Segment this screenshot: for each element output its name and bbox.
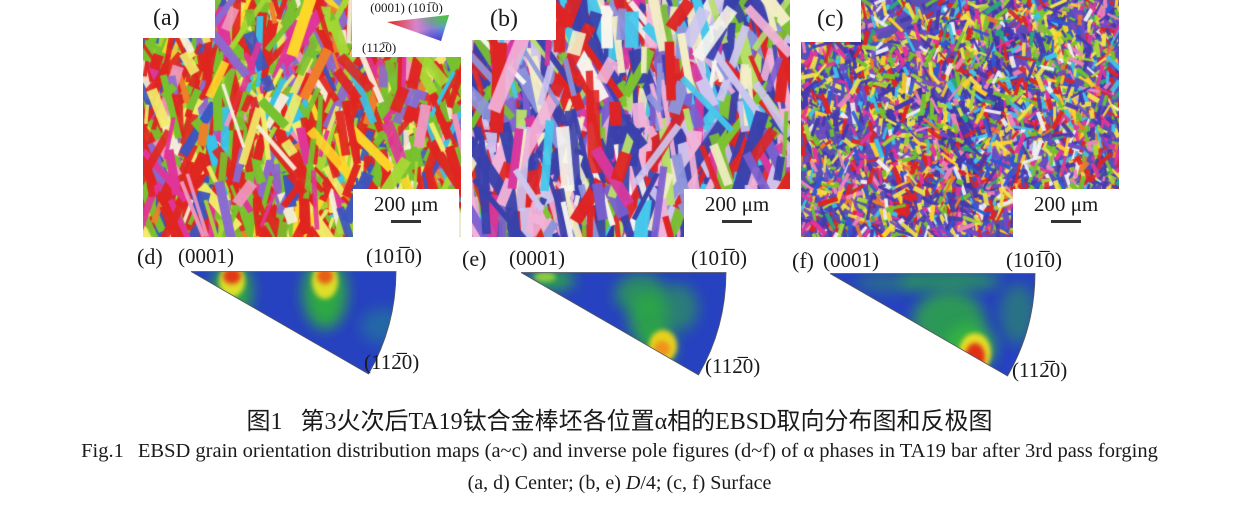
- ipf-d-pole-1120: (112̅0): [364, 350, 420, 374]
- caption-subfigure-key: (a, d) Center; (b, e) D/4; (c, f) Surfac…: [0, 472, 1239, 495]
- ipf-color-key-triangle: [386, 15, 449, 41]
- scale-bar-c: 200 μm: [1013, 189, 1119, 237]
- panel-d-label: (d): [137, 244, 163, 269]
- panel-c-label-box: (c): [801, 0, 861, 42]
- panel-a-label: (a): [153, 5, 180, 31]
- caption-sub-italic-d: D: [625, 472, 641, 494]
- pole-1010-label: (101̅0): [408, 0, 443, 15]
- ipf-color-key: (0001) (101̅0): [352, 0, 461, 57]
- panel-a-label-box: (a): [143, 0, 215, 38]
- ipf-e-pole-1010: (101̅0): [691, 246, 747, 270]
- caption-sub-post: /4; (c, f) Surface: [640, 472, 772, 494]
- scale-bar-b-line: [722, 220, 752, 224]
- ipf-d-pole-1010: (101̅0): [366, 244, 422, 268]
- ipf-wedge-f: [830, 273, 1036, 377]
- caption-sub-pre: (a, d) Center; (b, e): [467, 472, 626, 494]
- scale-bar-a-text: 200 μm: [373, 192, 439, 216]
- panel-e-label: (e): [462, 246, 487, 271]
- scale-bar-a: 200 μm: [353, 189, 459, 237]
- caption-en-figure-number: Fig.1: [81, 440, 124, 462]
- scale-bar-c-line: [1051, 220, 1081, 224]
- ipf-wedge-d: [191, 271, 397, 375]
- ipf-e-pole-0001: (0001): [509, 246, 565, 270]
- ebsd-map-panel-c: (c) 200 μm: [801, 0, 1119, 237]
- caption-en-text: EBSD grain orientation distribution maps…: [137, 440, 1158, 462]
- ipf-e-pole-1120: (112̅0): [705, 354, 761, 378]
- scale-bar-b: 200 μm: [684, 189, 790, 237]
- pole-0001-label: (0001): [370, 0, 405, 15]
- caption-english: Fig.1 EBSD grain orientation distribution…: [0, 440, 1239, 463]
- ebsd-map-panel-a: (a) (0001) (101̅0): [143, 0, 461, 237]
- caption-zh-text: 第3火次后TA19钛合金棒坯各位置α相的EBSD取向分布图和反极图: [300, 409, 993, 435]
- ipf-f-pole-1010: (101̅0): [1006, 248, 1062, 272]
- scale-bar-a-line: [391, 220, 421, 224]
- ipf-wedge-e: [521, 272, 727, 376]
- ipf-d-pole-0001: (0001): [178, 244, 234, 268]
- panel-f-label: (f): [792, 248, 814, 273]
- caption-chinese: 图1 第3火次后TA19钛合金棒坯各位置α相的EBSD取向分布图和反极图: [0, 401, 1239, 436]
- panel-b-label: (b): [490, 6, 518, 32]
- color-key-top-labels: (0001) (101̅0): [352, 0, 461, 15]
- panel-b-label-box: (b): [472, 0, 556, 40]
- caption-zh-figure-number: 图1: [246, 409, 283, 435]
- scale-bar-c-text: 200 μm: [1033, 192, 1099, 216]
- scale-bar-b-text: 200 μm: [704, 192, 770, 216]
- panel-c-label: (c): [817, 6, 844, 32]
- ebsd-map-panel-b: (b) 200 μm: [472, 0, 790, 237]
- pole-1120-label: (112̅0): [362, 40, 397, 55]
- ipf-f-pole-1120: (112̅0): [1012, 358, 1068, 382]
- ipf-f-pole-0001: (0001): [823, 248, 879, 272]
